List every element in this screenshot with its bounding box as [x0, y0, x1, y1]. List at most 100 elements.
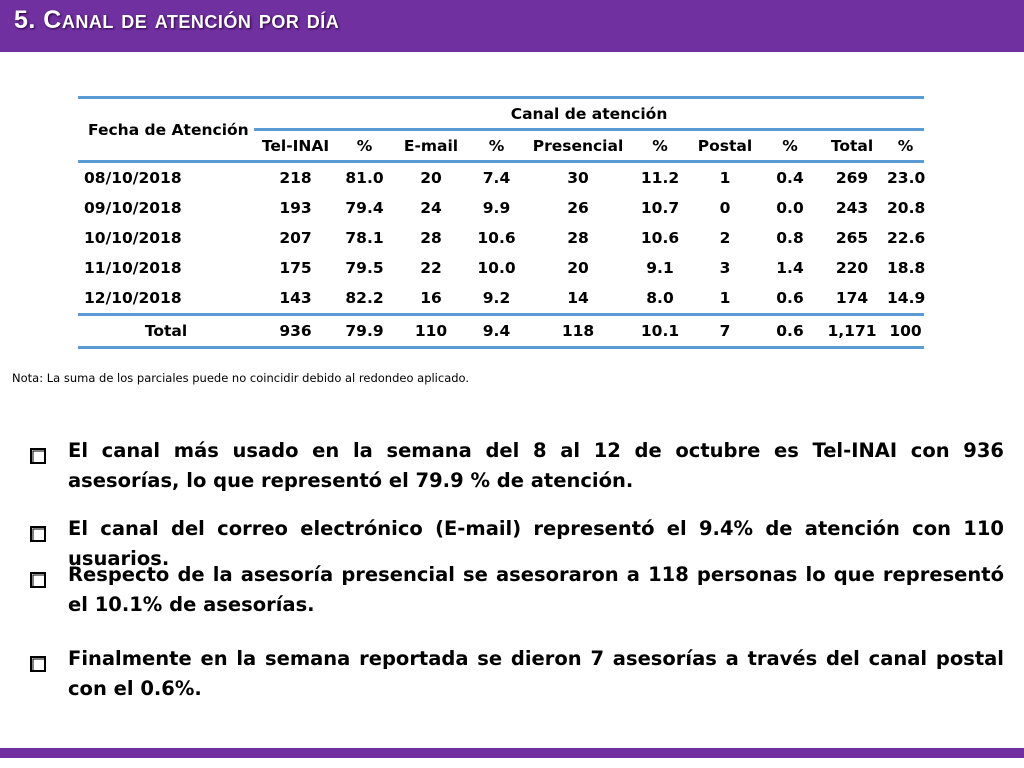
- table-cell: 2: [719, 229, 731, 247]
- table-cell: 30: [567, 169, 589, 187]
- bullet-text: Finalmente en la semana reportada se die…: [68, 647, 1004, 700]
- table-cell: 175: [279, 259, 312, 277]
- table-cell: 218: [279, 169, 312, 187]
- bullet-text: Respecto de la asesoría presencial se as…: [68, 563, 1004, 616]
- row-date: 12/10/2018: [84, 289, 182, 307]
- table-cell: 0.6: [776, 289, 804, 307]
- table-cell: 220: [835, 259, 869, 277]
- table-row: 12/10/2018 143 82.2 16 9.2 14 8.0 1 0.6 174 14.9: [78, 283, 926, 315]
- table-cell: 3: [719, 259, 731, 277]
- table-row: 08/10/2018 218 81.0 20 7.4 30 11.2 1 0.4 269 23.0: [78, 162, 926, 194]
- footer-bar: [0, 748, 1024, 758]
- column-header: Total: [817, 128, 887, 163]
- table-cell: 0.6: [763, 313, 817, 349]
- page-title: 5. Canal de atención por día: [14, 6, 340, 34]
- table-cell: 79.4: [345, 199, 384, 217]
- table-cell: 0.8: [776, 229, 804, 247]
- table-cell: 9.2: [482, 289, 511, 307]
- table-cell: 16: [420, 289, 442, 307]
- table-cell: 14: [567, 289, 589, 307]
- table-cell: 936: [254, 313, 337, 349]
- table-cell: 0.4: [776, 169, 804, 187]
- table-cell: 174: [835, 289, 869, 307]
- table-row: 09/10/2018 193 79.4 24 9.9 26 10.7 0 0.0 243 20.8: [78, 193, 926, 223]
- channel-group-header: Canal de atención: [254, 96, 925, 130]
- column-header: E-mail: [392, 128, 470, 163]
- attention-table-container: Fecha de Atención Canal de atención Tel-…: [78, 96, 926, 349]
- table-cell: 78.1: [345, 229, 384, 247]
- table-cell: 79.5: [345, 259, 384, 277]
- table-cell: 265: [835, 229, 869, 247]
- table-cell: 9.1: [646, 259, 674, 277]
- table-cell: 82.2: [345, 289, 384, 307]
- table-cell: 23.0: [887, 169, 926, 187]
- table-cell: 24: [420, 199, 442, 217]
- table-cell: 22: [420, 259, 442, 277]
- table-cell: 10.6: [477, 229, 516, 247]
- table-row: 11/10/2018 175 79.5 22 10.0 20 9.1 3 1.4 220 18.8: [78, 253, 926, 283]
- table-cell: 8.0: [646, 289, 674, 307]
- table-cell: 7: [687, 313, 763, 349]
- table-cell: 143: [279, 289, 312, 307]
- checkbox-bullet-icon: [30, 521, 46, 542]
- table-cell: 10.7: [640, 199, 680, 217]
- table-cell: 243: [835, 199, 869, 217]
- column-header: %: [887, 128, 925, 163]
- column-header: Postal: [687, 128, 763, 163]
- table-cell: 20: [420, 169, 442, 187]
- table-cell: 1,171: [817, 313, 887, 349]
- table-cell: 1: [719, 169, 731, 187]
- checkbox-bullet-icon: [30, 651, 46, 672]
- table-cell: 1: [719, 289, 731, 307]
- table-cell: 10.1: [633, 313, 687, 349]
- table-cell: 22.6: [887, 229, 926, 247]
- table-body: 08/10/2018 218 81.0 20 7.4 30 11.2 1 0.4 269 23.0 0…: [78, 162, 926, 349]
- date-column-header: Fecha de Atención: [78, 96, 254, 163]
- total-label: Total: [78, 313, 254, 349]
- bullet-text: El canal del correo electrónico (E-mail)…: [68, 517, 1004, 570]
- table-cell: 207: [279, 229, 312, 247]
- table-cell: 18.8: [887, 259, 926, 277]
- column-header: Presencial: [523, 128, 633, 163]
- table-cell: 1.4: [776, 259, 804, 277]
- table-row: 10/10/2018 207 78.1 28 10.6 28 10.6 2 0.8 265 22.6: [78, 223, 926, 253]
- checkbox-bullet-icon: [30, 443, 46, 464]
- table-cell: 269: [835, 169, 869, 187]
- table-cell: 110: [392, 313, 470, 349]
- table-cell: 28: [567, 229, 589, 247]
- table-cell: 81.0: [345, 169, 384, 187]
- table-header-row: Fecha de Atención Canal de atención: [78, 96, 925, 163]
- table-cell: 0: [719, 199, 731, 217]
- table-cell: 118: [523, 313, 633, 349]
- table-cell: 79.9: [337, 313, 392, 349]
- table-cell: 14.9: [887, 289, 926, 307]
- row-date: 08/10/2018: [84, 169, 182, 187]
- row-date: 11/10/2018: [84, 259, 182, 277]
- table-cell: 100: [887, 313, 925, 349]
- bullet-text: El canal más usado en la semana del 8 al…: [68, 439, 1004, 492]
- table-cell: 193: [279, 199, 312, 217]
- table-cell: 9.4: [470, 313, 523, 349]
- table-cell: 28: [420, 229, 442, 247]
- checkbox-bullet-icon: [30, 567, 46, 588]
- column-header: Tel-INAI: [254, 128, 337, 163]
- column-header: %: [633, 128, 687, 163]
- table-cell: 20.8: [887, 199, 926, 217]
- table-cell: 10.6: [640, 229, 680, 247]
- footnote: Nota: La suma de los parciales puede no …: [12, 371, 470, 385]
- attention-table: Fecha de Atención Canal de atención Tel-…: [78, 96, 926, 349]
- column-header: %: [337, 128, 392, 163]
- table-cell: 10.0: [477, 259, 516, 277]
- row-date: 09/10/2018: [84, 199, 182, 217]
- table-cell: 11.2: [640, 169, 680, 187]
- table-cell: 20: [567, 259, 589, 277]
- table-subheader-row: Tel-INAI % E-mail % Presencial % Postal …: [78, 128, 925, 163]
- table-cell: 26: [567, 199, 589, 217]
- table-total-row: Total 936 79.9 110 9.4 118 10.1 7 0.6 1,171 100: [78, 313, 925, 349]
- column-header: %: [763, 128, 817, 163]
- table-cell: 7.4: [482, 169, 511, 187]
- table-cell: 9.9: [482, 199, 511, 217]
- row-date: 10/10/2018: [84, 229, 182, 247]
- title-bar: 5. Canal de atención por día: [0, 0, 1024, 52]
- table-cell: 0.0: [776, 199, 804, 217]
